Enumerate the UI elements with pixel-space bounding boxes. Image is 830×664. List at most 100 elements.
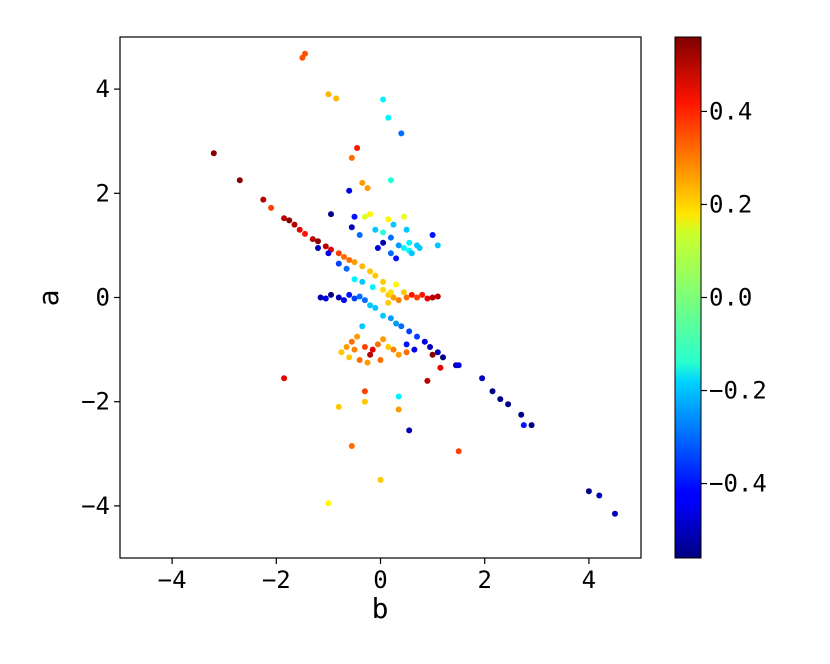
scatter-point (374, 341, 381, 348)
scatter-point (367, 211, 374, 218)
scatter-point (351, 346, 358, 353)
scatter-point (348, 338, 355, 345)
scatter-point (317, 294, 324, 301)
colorbar-tick-label: −0.4 (709, 470, 767, 498)
scatter-point (429, 351, 436, 358)
scatter-point (393, 281, 400, 288)
scatter-point (408, 291, 415, 298)
scatter-point (361, 213, 368, 220)
scatter-point (403, 294, 410, 301)
scatter-point (341, 297, 347, 304)
y-axis: −4 −2 0 2 4 (81, 75, 120, 520)
scatter-point (351, 295, 358, 302)
scatter-point (390, 221, 397, 228)
scatter-point (343, 344, 350, 350)
scatter-point (354, 145, 361, 151)
scatter-point (434, 293, 441, 300)
scatter-point (455, 448, 462, 455)
scatter-point (335, 250, 342, 257)
scatter-point (281, 215, 288, 222)
scatter-point (348, 154, 355, 161)
scatter-point (367, 268, 374, 275)
scatter-point (385, 114, 392, 121)
scatter-point (414, 294, 420, 301)
x-axis-label: b (372, 592, 389, 625)
scatter-point (328, 211, 334, 218)
scatter-point (361, 388, 368, 395)
scatter-point (387, 250, 394, 257)
scatter-point (351, 276, 358, 283)
scatter-point (361, 344, 368, 350)
scatter-point (612, 510, 618, 517)
scatter-point (387, 289, 394, 296)
x-tick-label: −4 (158, 566, 187, 594)
scatter-point (343, 265, 350, 272)
scatter-point (335, 403, 342, 410)
scatter-point (429, 232, 436, 238)
scatter-point (372, 226, 379, 233)
scatter-point (372, 272, 379, 279)
colorbar (674, 36, 702, 559)
scatter-point (403, 341, 410, 348)
y-tick-label: 0 (96, 284, 110, 312)
scatter-point (585, 488, 592, 495)
scatter-point (424, 295, 431, 302)
scatter-point (429, 294, 436, 301)
scatter-point (299, 54, 306, 61)
scatter-point (364, 359, 371, 366)
x-tick-label: 2 (477, 566, 491, 594)
scatter-point (374, 245, 381, 251)
x-tick-label: 0 (373, 566, 387, 594)
scatter-point (325, 91, 332, 98)
scatter-point (505, 401, 512, 408)
scatter-point (380, 96, 387, 103)
scatter-points (210, 50, 618, 517)
scatter-point (387, 177, 394, 184)
scatter-point (346, 257, 353, 263)
colorbar-ticks: −0.4 −0.2 0.0 0.2 0.4 (701, 97, 767, 498)
scatter-point (390, 294, 397, 301)
scatter-point (351, 259, 358, 266)
scatter-point (210, 150, 217, 157)
scatter-point (380, 229, 387, 236)
scatter-point (325, 250, 332, 257)
colorbar-tick-label: 0.0 (709, 284, 752, 312)
scatter-point (520, 422, 527, 429)
scatter-point (359, 323, 366, 330)
scatter-point (528, 422, 535, 429)
scatter-point (400, 213, 407, 220)
scatter-point (380, 278, 387, 285)
scatter-point (291, 221, 298, 228)
x-axis: −4 −2 0 2 4 (158, 558, 596, 594)
scatter-point (408, 250, 415, 257)
scatter-point (377, 357, 384, 363)
scatter-point (387, 234, 394, 241)
scatter-point (315, 238, 321, 245)
scatter-point (419, 291, 426, 298)
scatter-point (437, 364, 444, 371)
scatter-point (390, 346, 397, 353)
y-tick-label: −2 (81, 388, 110, 416)
scatter-point (322, 243, 329, 250)
scatter-point (364, 185, 371, 192)
scatter-point (406, 328, 413, 335)
scatter-point (440, 354, 446, 361)
scatter-point (372, 304, 379, 311)
scatter-point (369, 346, 376, 353)
scatter-point (380, 239, 387, 246)
scatter-point (424, 377, 431, 384)
y-axis-label: a (32, 290, 65, 307)
scatter-point (346, 354, 353, 361)
scatter-point (395, 242, 402, 249)
scatter-point (346, 291, 353, 298)
colorbar-tick-label: −0.2 (709, 377, 767, 405)
scatter-point (356, 232, 363, 238)
scatter-point (354, 333, 361, 340)
scatter-point (356, 293, 363, 300)
scatter-point (260, 196, 267, 203)
scatter-point (377, 476, 384, 483)
scatter-point (416, 245, 423, 251)
scatter-point (296, 226, 303, 233)
scatter-point (356, 357, 363, 363)
